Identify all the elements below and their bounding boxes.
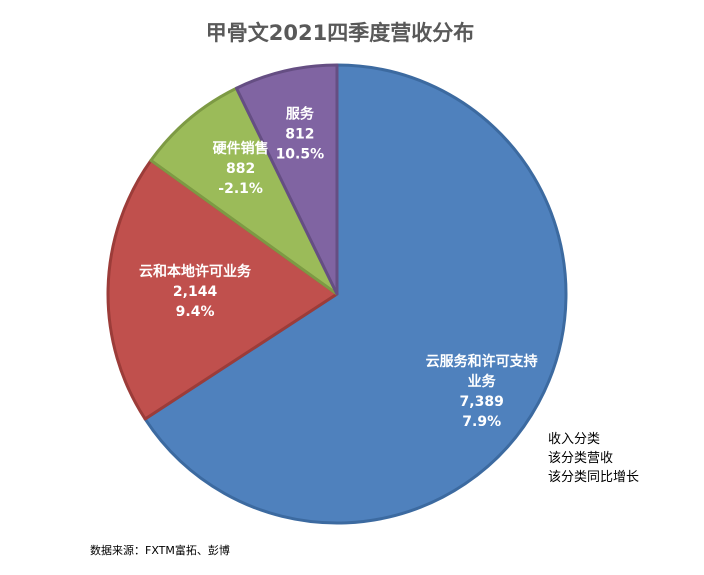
pie-slice xyxy=(143,63,568,525)
slice-label: 服务 812 10.5% xyxy=(276,105,325,162)
slice-value: 2,144 xyxy=(173,284,218,300)
slice-name: 服务 xyxy=(286,105,315,122)
slice-value: 812 xyxy=(285,126,314,142)
slice-name: 云服务和许可支持 xyxy=(426,353,538,370)
slice-growth: 10.5% xyxy=(276,146,325,162)
pie-slice xyxy=(149,86,339,296)
legend-note-line-category: 收入分类 xyxy=(548,432,601,447)
legend-note: 收入分类 该分类营收 该分类同比增长 xyxy=(548,430,639,487)
slice-label: 云服务和许可支持业务 7,389 7.9% xyxy=(426,353,538,430)
slice-name: 硬件销售 xyxy=(213,140,269,157)
pie-labels: 云服务和许可支持业务 7,389 7.9% 云和本地许可业务 2,144 9.4% 硬件销售… xyxy=(139,105,538,429)
pie-slice xyxy=(234,63,339,296)
slice-value: 882 xyxy=(226,161,255,177)
legend-note-line-revenue: 该分类营收 xyxy=(548,451,614,466)
legend-note-line-growth: 该分类同比增长 xyxy=(548,470,640,485)
slice-value: 7,389 xyxy=(460,394,504,410)
slice-growth: 7.9% xyxy=(462,414,501,430)
data-source: 数据来源：FXTM富拓、彭博 xyxy=(90,544,230,557)
slice-label: 硬件销售 882 -2.1% xyxy=(213,140,269,197)
slice-growth: -2.1% xyxy=(218,181,263,197)
pie-slice xyxy=(106,158,339,421)
pie-slices xyxy=(106,63,568,525)
slice-label: 云和本地许可业务 2,144 9.4% xyxy=(139,263,252,320)
slice-name: 云和本地许可业务 xyxy=(139,263,252,280)
chart-title: 甲骨文2021四季度营收分布 xyxy=(206,21,474,45)
slice-name: 业务 xyxy=(468,373,497,390)
slice-growth: 9.4% xyxy=(176,304,215,320)
